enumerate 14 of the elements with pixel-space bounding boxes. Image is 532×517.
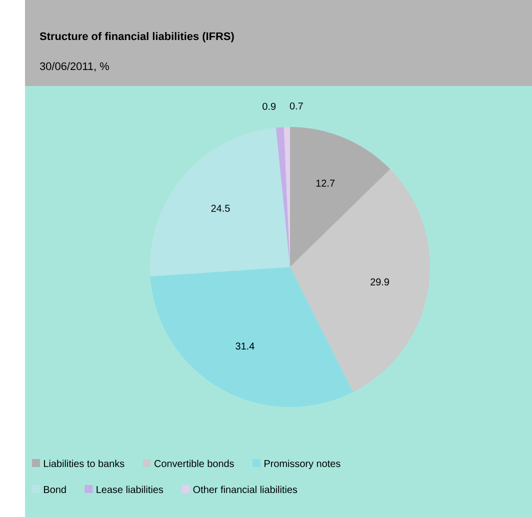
data-label: 29.9 bbox=[370, 278, 390, 286]
legend-label: Convertible bonds bbox=[154, 460, 234, 468]
legend-label: Liabilities to banks bbox=[44, 460, 124, 468]
data-label: 0.9 bbox=[262, 102, 276, 110]
legend-label: Bond bbox=[44, 486, 66, 494]
data-label: 31.4 bbox=[236, 342, 254, 350]
chart-subtitle: 30/06/2011, % bbox=[40, 62, 109, 72]
data-label: 24.5 bbox=[211, 204, 230, 212]
legend-label: Lease liabilities bbox=[96, 486, 164, 494]
data-label: 12.7 bbox=[316, 180, 335, 187]
chart-title: Structure of financial liabilities (IFRS) bbox=[40, 32, 234, 42]
data-label: 0.7 bbox=[290, 102, 303, 110]
legend-label: Promissory notes bbox=[264, 460, 340, 470]
legend-label: Other financial liabilities bbox=[193, 486, 298, 494]
